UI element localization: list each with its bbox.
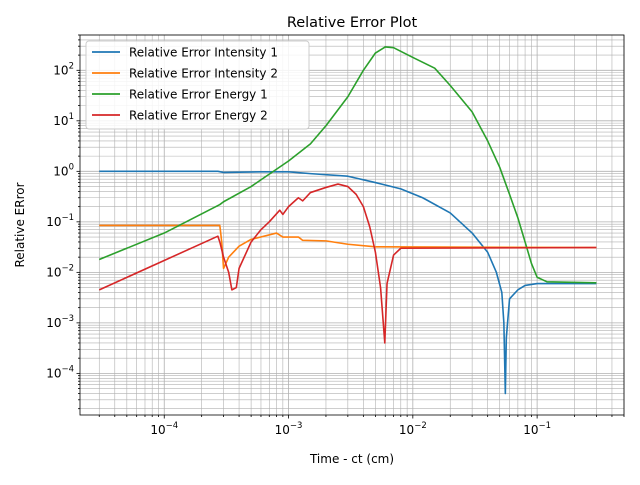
x-tick-label: 10−2 [399,421,427,437]
series-lines [98,46,597,395]
y-tick-label: 102 [53,61,74,77]
series-line-3 [98,46,597,284]
legend-label-3: Relative Error Energy 1 [129,88,268,102]
y-tick-label: 10−4 [46,364,74,380]
y-tick-label: 10−1 [46,213,74,229]
legend-label-2: Relative Error Intensity 2 [129,67,278,81]
legend-label-1: Relative Error Intensity 1 [129,46,278,60]
x-tick-label: 10−4 [150,421,178,437]
legend-box [85,40,310,130]
y-axis-label: Relative ERror [13,182,27,267]
series-line-4 [98,183,597,344]
series-line-1 [99,170,597,395]
plot-frame [79,34,625,416]
y-tick-label: 101 [53,112,74,128]
x-axis-label: Time - ct (cm) [309,452,394,466]
chart-title: Relative Error Plot [287,15,418,31]
y-tick-label: 10−2 [46,263,74,279]
legend-label-4: Relative Error Energy 2 [129,109,268,123]
axis-ticks: 10−4 10−3 10−2 10−1 10−4 10−3 10−2 10−1 100 101 10… [46,34,625,437]
y-tick-label: 100 [53,162,74,178]
legend: Relative Error Intensity 1 Relative Error… [85,40,310,130]
x-tick-label: 10−3 [275,421,303,437]
y-tick-label: 10−3 [46,314,74,330]
x-tick-label: 10−1 [523,421,551,437]
